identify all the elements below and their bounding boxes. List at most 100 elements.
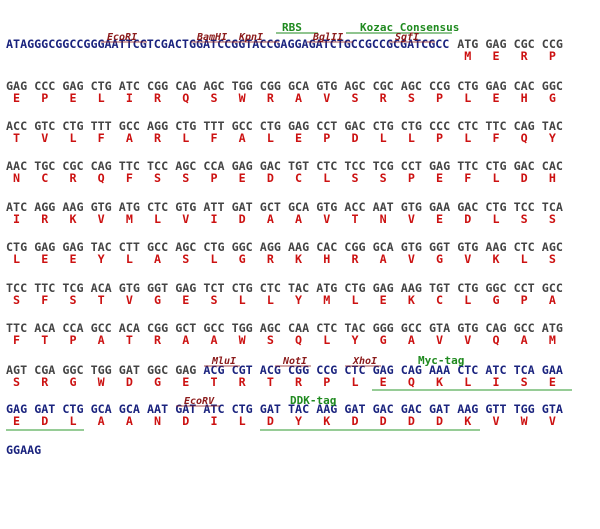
codon: AAG [401, 281, 422, 295]
codon: CAG [401, 363, 422, 377]
amino-acid: V [492, 414, 499, 428]
amino-acid: R [380, 91, 388, 105]
amino-acid: Q [182, 91, 189, 105]
codon: CAC [514, 79, 535, 93]
amino-acid: I [492, 375, 499, 389]
amino-acid: E [295, 131, 302, 145]
amino-acid: L [267, 293, 274, 307]
codon: TTC [119, 159, 140, 173]
codon: CTC [344, 363, 365, 377]
codon: ATC [119, 79, 140, 93]
codon: GGC [542, 79, 563, 93]
amino-acid: V [436, 333, 443, 347]
amino-acid: H [323, 252, 330, 266]
codon: GAG [6, 79, 27, 93]
codon: GCT [260, 200, 281, 214]
codon: TGG [514, 402, 535, 416]
amino-acid: D [267, 414, 274, 428]
amino-acid: D [126, 375, 133, 389]
codon: TCG [62, 281, 83, 295]
amino-acid: I [126, 91, 133, 105]
amino-acid: C [41, 171, 48, 185]
amino-acid: G [239, 252, 246, 266]
codon: GAA [542, 363, 563, 377]
amino-acid: A [182, 333, 189, 347]
codon: GAG [6, 402, 27, 416]
codon: GTG [401, 240, 422, 254]
codon: GAG [288, 119, 309, 133]
codon: CGG [147, 321, 168, 335]
codon: GTA [429, 321, 450, 335]
amino-acid: S [69, 293, 76, 307]
amino-acid: I [210, 414, 217, 428]
amino-acid: N [154, 414, 161, 428]
amino-acid: L [182, 131, 189, 145]
amino-acid: E [69, 252, 76, 266]
codon: CTG [203, 240, 224, 254]
codon: CCG [542, 37, 563, 51]
codon: CGC [62, 159, 83, 173]
amino-acid: E [436, 171, 443, 185]
codon: AGC [203, 79, 224, 93]
amino-acid: A [380, 252, 387, 266]
codon: GAT [119, 363, 140, 377]
amino-acid: Y [351, 333, 358, 347]
amino-acid: R [267, 91, 275, 105]
codon: TCA [542, 200, 563, 214]
amino-acid: M [464, 49, 471, 63]
amino-acid: T [126, 333, 133, 347]
amino-acid: Y [295, 414, 302, 428]
feature-label: RBS [282, 21, 302, 34]
amino-acid: V [182, 212, 189, 226]
codon: GCC [203, 321, 224, 335]
amino-acid: D [380, 414, 387, 428]
amino-acid: P [41, 91, 48, 105]
codon: CTG [232, 402, 253, 416]
codon: AGC [344, 79, 365, 93]
codon: GGC [485, 281, 506, 295]
amino-acid: Q [408, 375, 415, 389]
amino-acid: R [154, 91, 162, 105]
amino-acid: V [98, 212, 105, 226]
codon: TCC [6, 281, 27, 295]
amino-acid: M [323, 293, 330, 307]
codon: AAT [373, 200, 394, 214]
codon: GGC [147, 363, 168, 377]
amino-acid: G [380, 333, 387, 347]
codon: GGG [373, 321, 394, 335]
amino-acid: P [323, 375, 330, 389]
amino-acid: E [492, 49, 499, 63]
amino-acid: L [210, 252, 217, 266]
codon: GAT [34, 402, 55, 416]
codon: TCT [203, 281, 224, 295]
amino-acid: Q [492, 333, 499, 347]
amino-acid: I [210, 212, 217, 226]
amino-acid: S [182, 252, 189, 266]
amino-acid: E [549, 375, 556, 389]
amino-acid: S [549, 252, 556, 266]
codon: CCC [34, 79, 55, 93]
amino-acid: P [210, 171, 217, 185]
codon: TTT [91, 119, 112, 133]
codon: CTG [91, 79, 112, 93]
codon: GGC [232, 240, 253, 254]
codon: CTG [62, 119, 83, 133]
amino-acid: R [154, 333, 162, 347]
codon: ACA [91, 281, 112, 295]
codon: GAT [175, 402, 196, 416]
amino-acid: P [521, 293, 528, 307]
amino-acid: A [295, 91, 302, 105]
codon: CTG [401, 119, 422, 133]
codon: GCA [119, 402, 140, 416]
amino-acid: K [464, 414, 471, 428]
codon: GAG [232, 159, 253, 173]
amino-acid: S [521, 375, 528, 389]
codon: CTG [6, 240, 27, 254]
codon: ATAGGGCGGCCGGGAATTCGTCGACTGGATCCGGTACCGA… [6, 37, 449, 51]
amino-acid: C [295, 171, 302, 185]
amino-acid: T [98, 293, 105, 307]
amino-acid: E [239, 171, 246, 185]
amino-acid: P [323, 131, 330, 145]
codon: GCC [401, 321, 422, 335]
amino-acid: L [154, 212, 161, 226]
